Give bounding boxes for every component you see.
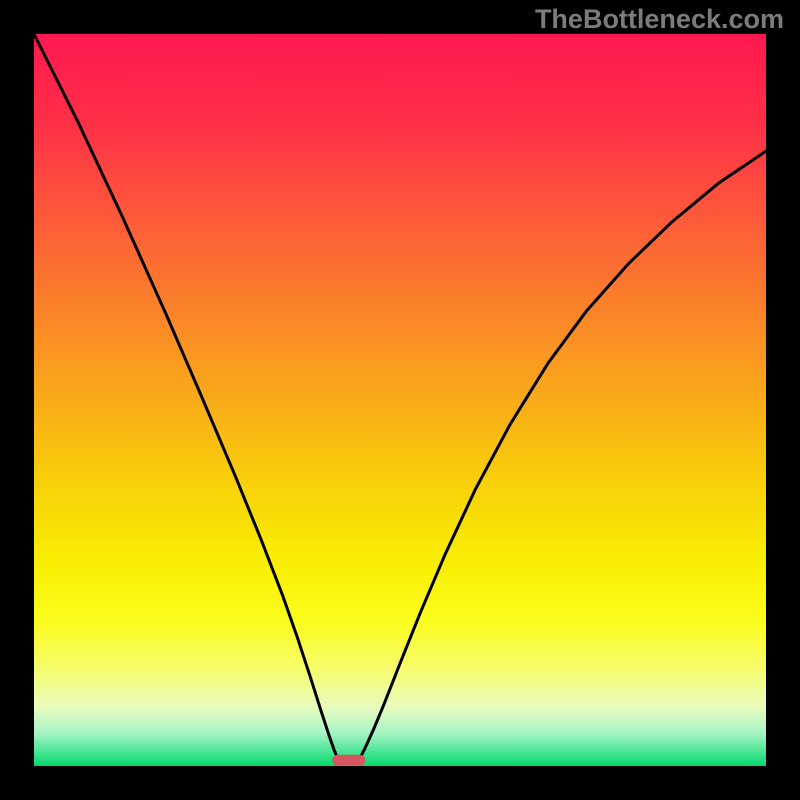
watermark-text: TheBottleneck.com xyxy=(535,4,784,35)
plot-svg xyxy=(34,34,766,766)
min-marker xyxy=(332,755,365,766)
plot-area xyxy=(34,34,766,766)
gradient-background xyxy=(34,34,766,766)
